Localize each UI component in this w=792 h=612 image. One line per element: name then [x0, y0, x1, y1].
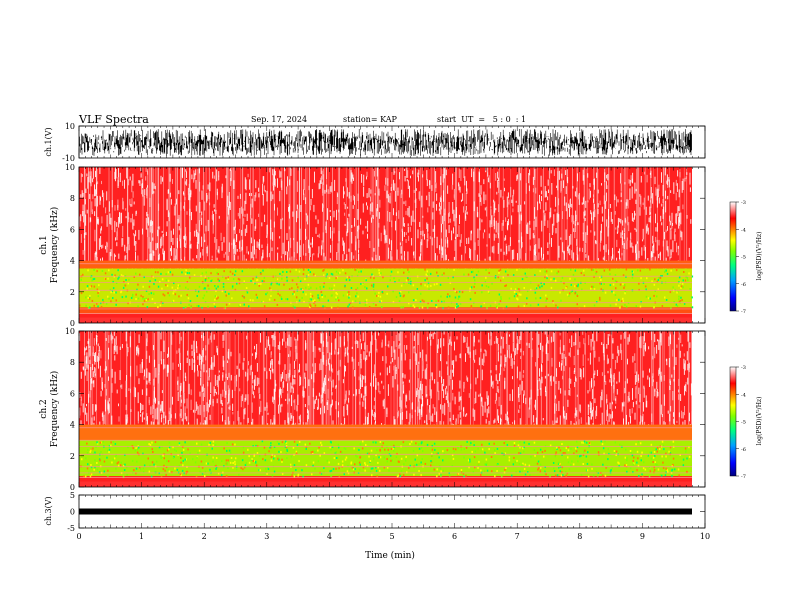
- spectrogram-band: [79, 268, 692, 308]
- y-tick-label: 10: [65, 122, 75, 131]
- x-tick-label: 10: [700, 532, 710, 541]
- ch3-waveform-panel: 50-50 1 2 3 4 5 6 7 8 9 10: [67, 491, 710, 541]
- ch1-colorbar: log(PSD)(V²/Hz): [729, 201, 763, 312]
- spectrogram-noise: [79, 331, 693, 448]
- x-tick-label: 5: [389, 532, 394, 541]
- x-tick-label: 6: [452, 532, 457, 541]
- chart-title: VLF Spectra: [79, 113, 149, 126]
- ch1-waveform-series: [78, 129, 692, 156]
- x-tick-label: 0: [76, 532, 81, 541]
- spectrogram-band: [79, 260, 692, 269]
- ch2-spectro-ylabel-top: ch.2: [39, 399, 49, 418]
- spectrogram-band: [79, 424, 692, 441]
- x-tick-label: 8: [577, 532, 582, 541]
- y-tick-label: -10: [62, 154, 75, 163]
- colorbar-tick-label: -4: [741, 227, 746, 233]
- colorbar-tick-label: -7: [741, 474, 746, 480]
- y-tick-label: 8: [70, 194, 75, 203]
- ch1-waveform-panel: 10 -10: [62, 122, 706, 163]
- y-tick-label: 2: [70, 288, 75, 297]
- x-tick-label: 2: [202, 532, 207, 541]
- start-time-label: start UT = 5 : 0 : 1: [437, 115, 527, 124]
- station-label: station= KAP: [343, 115, 397, 124]
- ch1-colorbar-label: log(PSD)(V²/Hz): [756, 232, 763, 281]
- colorbar-tick-label: -6: [741, 282, 746, 288]
- colorbar-ticks: -3 -4 -5 -6 -7 -3 -4 -5 -6 -7: [736, 200, 746, 480]
- ch2-spectrogram-panel: 0 2 4 6 8 10: [65, 327, 706, 492]
- y-tick-label: 0: [70, 319, 75, 328]
- x-tick-label: 3: [264, 532, 269, 541]
- y-tick-label: 4: [70, 421, 75, 430]
- y-tick-label: 2: [70, 452, 75, 461]
- y-tick-label: 8: [70, 358, 75, 367]
- ch1-waveform-ylabel: ch.1(V): [44, 127, 53, 156]
- x-tick-label: 9: [640, 532, 645, 541]
- y-tick-label: 10: [65, 327, 75, 336]
- date-label: Sep. 17, 2024: [251, 115, 308, 124]
- x-axis-label: Time (min): [365, 550, 415, 561]
- ch2-colorbar-label: log(PSD)(V²/Hz): [756, 397, 763, 446]
- spectrogram-low-band: [79, 481, 692, 487]
- colorbar-tick-label: -5: [741, 420, 746, 426]
- y-tick-label: 6: [70, 389, 75, 398]
- ch2-spectro-ylabel: Frequency (kHz): [49, 371, 60, 448]
- colorbar-tick-label: -4: [741, 392, 746, 398]
- ch2-colorbar: log(PSD)(V²/Hz): [729, 366, 763, 477]
- colorbar-tick-label: -5: [741, 255, 746, 261]
- y-tick-label: 10: [65, 163, 75, 172]
- y-tick-label: 0: [70, 483, 75, 492]
- spectrogram-low-band: [79, 317, 692, 323]
- colorbar-tick-label: -3: [741, 365, 746, 371]
- spectrogram-band: [79, 307, 692, 314]
- ch1-spectrogram-panel: 0 2 4 6 8 10: [65, 163, 706, 328]
- spectrogram-band-texture: [79, 440, 691, 479]
- x-tick-label: 1: [139, 532, 144, 541]
- spectrogram-band: [79, 440, 692, 477]
- colorbar-tick-label: -7: [741, 309, 746, 315]
- ch3-waveform-series: [79, 508, 692, 515]
- ch1-spectro-ylabel-top: ch.1: [39, 235, 49, 254]
- colorbar-tick-label: -3: [741, 200, 746, 206]
- x-tick-label: 7: [515, 532, 520, 541]
- y-tick-label: -5: [67, 524, 75, 533]
- y-tick-label: 4: [70, 257, 75, 266]
- y-tick-label: 5: [70, 491, 75, 500]
- ch3-waveform-ylabel: ch.3(V): [44, 496, 53, 525]
- y-tick-label: 6: [70, 225, 75, 234]
- x-tick-label: 4: [327, 532, 332, 541]
- y-tick-label: 0: [70, 508, 75, 517]
- colorbar-tick-label: -6: [741, 447, 746, 453]
- ch1-spectro-ylabel: Frequency (kHz): [49, 207, 60, 284]
